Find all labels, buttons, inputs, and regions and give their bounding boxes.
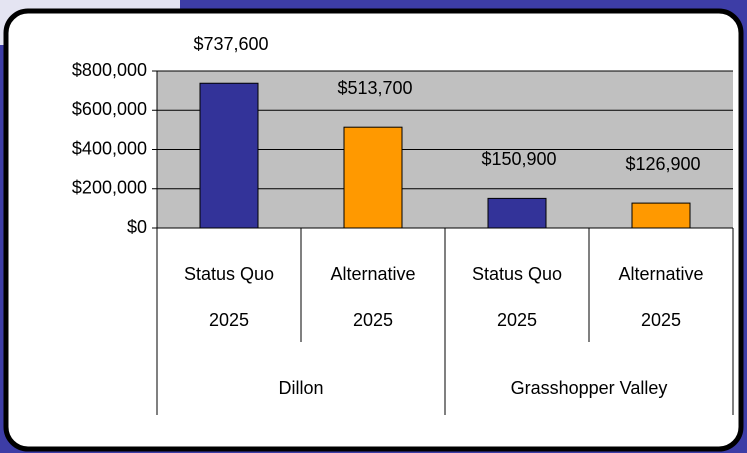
y-tick-label: $200,000 [72,178,147,198]
x-tick-label: 2025 [353,310,393,330]
x-tick-label: Alternative [330,264,415,284]
x-tick-label: 2025 [209,310,249,330]
x-tick-label: 2025 [641,310,681,330]
y-tick-label: $600,000 [72,99,147,119]
bar [343,126,403,229]
bar [199,82,259,229]
x-tick-label: Status Quo [472,264,562,284]
data-label: $150,900 [481,149,556,169]
group-label: Grasshopper Valley [511,378,668,398]
y-tick-label: $800,000 [72,60,147,80]
data-label: $737,600 [193,34,268,54]
data-label: $513,700 [337,78,412,98]
y-tick-label: $400,000 [72,138,147,158]
bar [487,197,547,229]
x-tick-label: Alternative [618,264,703,284]
bar [631,202,691,229]
x-tick-label: Status Quo [184,264,274,284]
data-label: $126,900 [625,154,700,174]
y-tick-label: $0 [127,217,147,237]
group-label: Dillon [278,378,323,398]
x-tick-label: 2025 [497,310,537,330]
